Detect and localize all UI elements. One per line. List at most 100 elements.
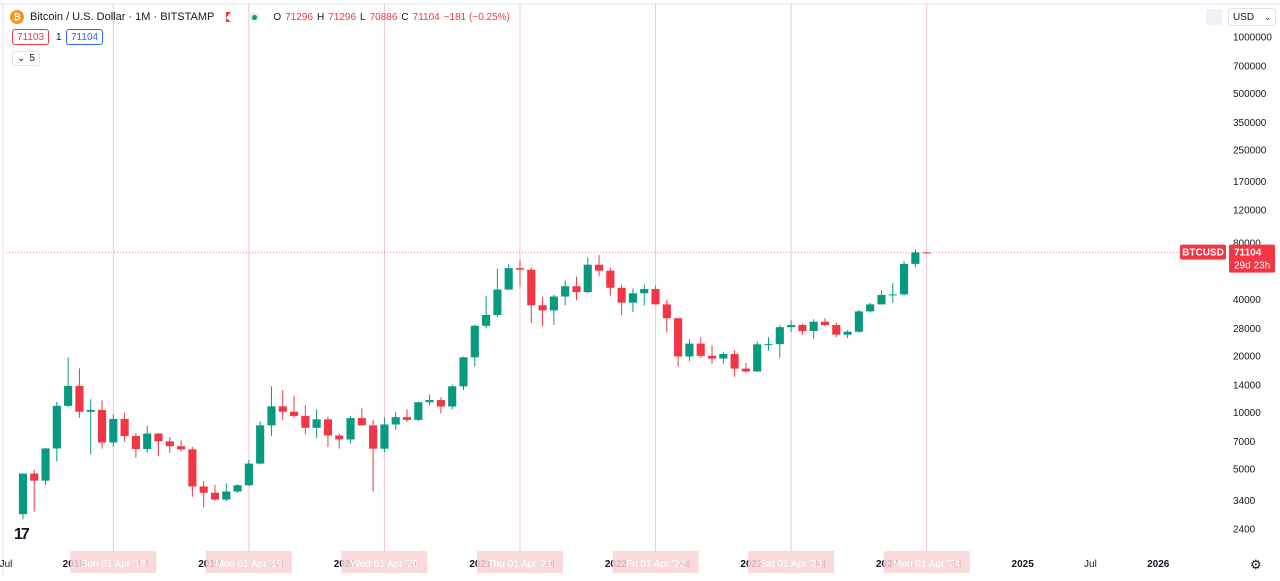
candle-body — [628, 293, 638, 303]
candle-body — [515, 268, 525, 270]
candle-body — [109, 419, 118, 443]
currency-select[interactable]: USD ⌄ — [1228, 8, 1276, 26]
candle-body — [323, 419, 333, 436]
symbol-badge: BTCUSD — [1182, 248, 1224, 259]
candle-body — [877, 294, 886, 305]
marker-date-label-bg — [883, 551, 970, 573]
candle-body — [312, 419, 321, 428]
candle-body — [651, 289, 660, 305]
candle-body — [210, 492, 220, 500]
last-price-label: 71104 — [1234, 248, 1262, 259]
candle-body — [899, 263, 909, 295]
indicators-toggle[interactable]: ⌄ 5 — [12, 51, 40, 66]
marker-date-label: Sat 01 Apr '23 — [760, 559, 823, 570]
candle-body — [41, 448, 50, 481]
candle-body — [730, 354, 739, 369]
candle-body — [922, 252, 931, 254]
sell-price-button[interactable]: 71103 — [12, 29, 50, 45]
indicator-count: 5 — [29, 53, 35, 64]
candle-body — [798, 325, 807, 331]
candle-body — [583, 264, 592, 293]
candle-body — [594, 264, 604, 271]
marker-date-label-bg — [476, 551, 563, 573]
tradingview-logo[interactable]: 17 — [14, 526, 30, 543]
candle-body — [425, 400, 434, 403]
candle-body — [843, 331, 852, 335]
candle-body — [301, 415, 310, 428]
candle-body — [696, 343, 705, 356]
candle-body — [820, 321, 830, 326]
y-tick-label: 350000 — [1233, 118, 1267, 129]
candle-body — [866, 304, 875, 312]
countdown-label: 29d 23h — [1234, 261, 1270, 272]
ohlc-high: 71296 — [328, 11, 357, 23]
scale-placeholder[interactable] — [1206, 9, 1222, 25]
candle-body — [233, 485, 242, 492]
candle-body — [606, 270, 615, 288]
candle-body — [493, 289, 502, 315]
candle-body — [753, 344, 762, 372]
candle-body — [267, 406, 276, 426]
y-tick-label: 3400 — [1233, 496, 1256, 507]
candle-body — [719, 354, 728, 359]
candle-body — [527, 269, 536, 306]
candle-body — [414, 402, 423, 420]
candle-body — [764, 344, 773, 346]
marker-date-label-bg — [612, 551, 699, 573]
buy-price-button[interactable]: 71104 — [66, 29, 104, 45]
marker-date-label-bg — [748, 551, 835, 573]
y-tick-label: 5000 — [1233, 465, 1256, 476]
candle-body — [244, 463, 253, 486]
candle-body — [854, 311, 863, 332]
marker-date-label: Mon 01 Apr '19 — [215, 559, 282, 570]
chevron-down-icon: ⌄ — [1264, 12, 1271, 22]
candle-body — [459, 357, 468, 387]
candle-body — [470, 325, 479, 358]
y-tick-label: 1000000 — [1233, 33, 1272, 44]
y-tick-label: 10000 — [1233, 408, 1261, 419]
candle-body — [436, 400, 445, 407]
candle-body — [572, 286, 581, 293]
price-badge-bg — [1229, 244, 1275, 273]
x-tick-label: 2025 — [1012, 559, 1035, 570]
chart-title[interactable]: Bitcoin / U.S. Dollar · 1M · BITSTAMP — [30, 11, 215, 23]
x-tick-label: 2026 — [1147, 559, 1170, 570]
candle-body — [30, 473, 39, 481]
candle-body — [120, 419, 129, 437]
flag-icon[interactable] — [226, 12, 232, 22]
y-tick-label: 40000 — [1233, 295, 1261, 306]
candle-body — [369, 425, 378, 449]
y-tick-label: 7000 — [1233, 437, 1256, 448]
candle-body — [256, 425, 265, 464]
candle-body — [617, 287, 626, 303]
marker-date-label: Thu 01 Apr '21 — [488, 559, 553, 570]
marker-date-label: Wed 01 Apr '20 — [350, 559, 418, 570]
x-tick-label: Jul — [1084, 559, 1097, 570]
symbol-badge-bg — [1180, 244, 1226, 260]
candle-body — [177, 446, 186, 450]
candle-body — [809, 321, 818, 331]
candle-body — [86, 409, 95, 412]
candle-body — [662, 304, 671, 319]
candle-body — [561, 286, 570, 297]
candle-body — [199, 486, 208, 493]
settings-icon[interactable]: ⚙ — [1250, 557, 1262, 572]
y-tick-label: 20000 — [1233, 352, 1261, 363]
y-tick-label: 500000 — [1233, 89, 1267, 100]
candle-body — [482, 314, 491, 326]
candle-body — [97, 409, 107, 443]
candle-body — [222, 491, 231, 500]
market-status-icon[interactable] — [249, 12, 260, 22]
x-tick-label: Jul — [0, 559, 12, 570]
y-tick-label: 28000 — [1233, 324, 1261, 335]
ohlc-readout: O 71296 H 71296 L 70886 C 71104 −181 (−0.25%… — [273, 11, 510, 23]
marker-date-label: Mon 01 Apr '24 — [893, 559, 960, 570]
candle-body — [380, 424, 389, 449]
candle-body — [143, 433, 152, 449]
candle-body — [165, 441, 174, 447]
candle-body — [549, 296, 558, 311]
candle-body — [278, 406, 287, 412]
candle-body — [154, 433, 163, 442]
